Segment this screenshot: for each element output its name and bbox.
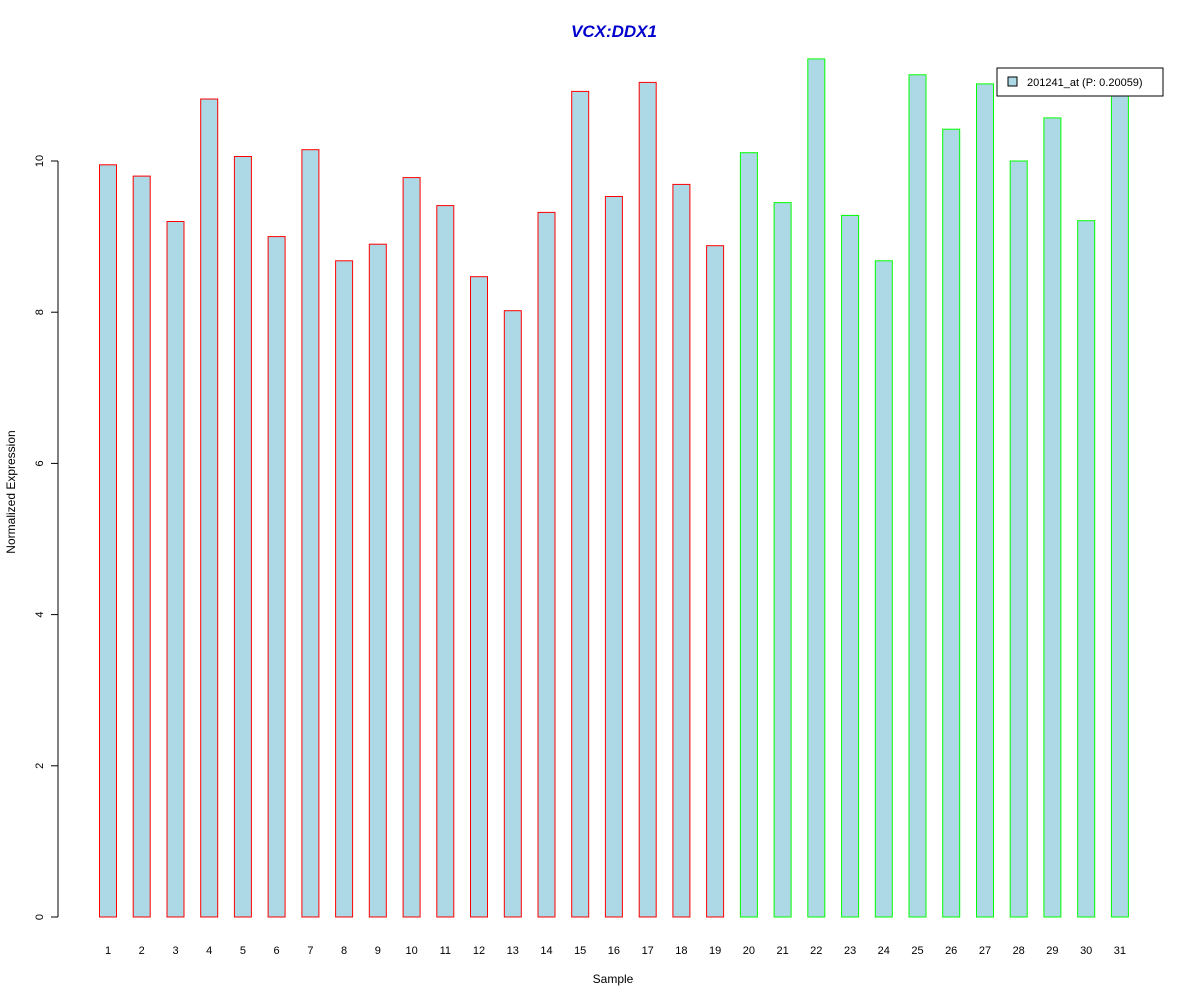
x-tick-label: 1: [105, 945, 111, 957]
bar-sample-15: [571, 90, 590, 918]
bar-sample-19: [706, 245, 725, 918]
legend-swatch: [1007, 76, 1018, 87]
x-tick-label: 27: [979, 945, 991, 957]
x-tick-label: 26: [945, 945, 957, 957]
bar-sample-13: [503, 310, 522, 918]
x-tick-label: 12: [473, 945, 485, 957]
chart-title: VCX:DDX1: [571, 22, 657, 41]
x-tick-label: 14: [540, 945, 552, 957]
bar-sample-21: [773, 202, 792, 918]
x-tick-label: 15: [574, 945, 586, 957]
x-tick-label: 9: [375, 945, 381, 957]
y-tick-label: 0: [34, 914, 46, 920]
bar-sample-23: [841, 214, 860, 918]
x-axis-label: Sample: [593, 972, 634, 986]
x-tick-label: 31: [1114, 945, 1126, 957]
x-tick-label: 7: [307, 945, 313, 957]
y-tick-label: 8: [34, 309, 46, 315]
bar-sample-16: [604, 196, 623, 918]
bar-sample-6: [267, 236, 286, 918]
bar-sample-10: [402, 177, 421, 918]
bar-sample-5: [233, 156, 252, 918]
x-tick-label: 18: [675, 945, 687, 957]
bar-sample-2: [132, 175, 151, 918]
bar-sample-24: [874, 260, 893, 918]
x-tick-label: 6: [274, 945, 280, 957]
bar-sample-12: [470, 276, 488, 918]
legend: 201241_at (P: 0.20059): [996, 67, 1164, 97]
x-tick-label: 17: [642, 945, 654, 957]
y-tick-label: 6: [34, 460, 46, 466]
legend-box: [996, 67, 1164, 97]
x-tick-label: 30: [1080, 945, 1092, 957]
bar-sample-27: [976, 83, 994, 918]
x-tick-label: 16: [608, 945, 620, 957]
x-tick-label: 2: [139, 945, 145, 957]
bar-sample-17: [638, 81, 657, 918]
x-tick-label: 5: [240, 945, 246, 957]
bar-sample-14: [537, 211, 556, 918]
x-tick-label: 19: [709, 945, 721, 957]
x-tick-label: 21: [776, 945, 788, 957]
x-tick-label: 20: [743, 945, 755, 957]
x-tick-label: 4: [206, 945, 212, 957]
x-tick-label: 11: [440, 945, 451, 957]
y-axis: 0 2 4 6 8 10: [34, 155, 59, 920]
bar-sample-11: [436, 205, 455, 918]
bar-sample-25: [908, 74, 927, 918]
y-tick-label: 10: [34, 155, 46, 167]
bar-sample-8: [335, 260, 354, 918]
bar-sample-30: [1077, 220, 1096, 918]
x-tick-label: 25: [911, 945, 923, 957]
bar-sample-1: [99, 164, 117, 918]
bar-sample-4: [200, 98, 219, 918]
bar-sample-18: [672, 183, 691, 918]
y-tick-label: 2: [34, 763, 46, 769]
x-tick-label: 24: [878, 945, 890, 957]
x-axis-ticks: 1 2 3 4 5 6 7 8 9 10 11 12 13 14 15 16 17 18 19 20 21 22 23 24 2…: [105, 945, 1126, 957]
x-tick-label: 23: [844, 945, 856, 957]
x-tick-label: 22: [810, 945, 822, 957]
bar-sample-31: [1110, 92, 1129, 918]
bar-sample-26: [942, 128, 961, 918]
y-tick-label: 4: [34, 612, 46, 618]
x-tick-label: 28: [1013, 945, 1025, 957]
x-tick-label: 8: [341, 945, 347, 957]
bar-sample-20: [739, 152, 758, 918]
y-axis-label: Normalized Expression: [4, 430, 18, 553]
bar-sample-9: [368, 243, 387, 918]
x-tick-label: 29: [1046, 945, 1058, 957]
x-tick-label: 3: [172, 945, 178, 957]
legend-label: 201241_at (P: 0.20059): [1027, 77, 1143, 89]
x-tick-label: 13: [507, 945, 519, 957]
bar-sample-29: [1043, 117, 1062, 918]
x-tick-label: 10: [405, 945, 417, 957]
bar-sample-3: [166, 221, 185, 918]
bars: [99, 58, 1129, 918]
bar-sample-7: [301, 149, 320, 918]
bar-sample-22: [807, 58, 826, 918]
bar-sample-28: [1009, 160, 1028, 918]
